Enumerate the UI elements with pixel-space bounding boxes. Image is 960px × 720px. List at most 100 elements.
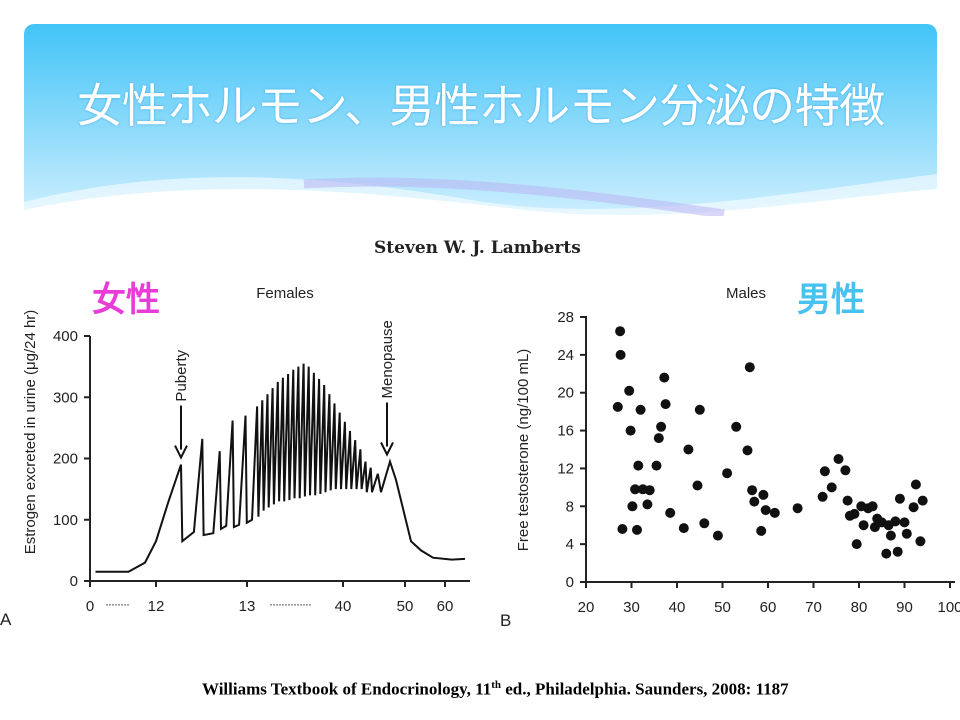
ytick-label-estrogen: 300 [53,389,78,406]
panel-label-b: B [500,611,511,630]
scatter-point [892,546,903,557]
ylabel-estrogen: Estrogen excreted in urine (μg/24 hr) [22,310,39,555]
xtick-label-estrogen: 12 [148,598,165,615]
ytick-label-testosterone: 8 [566,498,574,515]
scatter-point [659,372,670,383]
scatter-point [642,499,653,510]
ytick-label-testosterone: 12 [557,460,574,477]
panel-label-a: A [0,610,12,629]
scatter-point [769,507,780,518]
xtick-label-estrogen: 13 [239,598,256,615]
ytick-label-estrogen: 0 [70,573,78,590]
xtick-label-estrogen: 60 [437,598,454,615]
title-banner [24,24,937,216]
xtick-label-testosterone: 90 [896,599,913,616]
xtick-label-testosterone: 60 [760,599,777,616]
scatter-point [817,491,828,502]
scatter-point [756,525,767,536]
scatter-point [910,479,921,490]
xtick-label-testosterone: 70 [805,599,822,616]
scatter-point [683,444,694,455]
scatter-point [899,517,910,528]
xtick-label-testosterone: 20 [578,599,595,616]
testosterone-chart: Males Free testosterone (ng/100 mL) B 0 4… [500,285,960,630]
axis-break-dots: ········ [105,597,129,611]
scatter-point [867,501,878,512]
citation-pre: Williams Textbook of Endocrinology, 11 [202,679,492,699]
scatter-point [615,326,626,337]
annotation-arrow-head [174,445,188,460]
scatter-point [833,454,844,464]
scatter-point [660,399,671,410]
scatter-point [653,433,664,444]
scatter-point [885,530,896,541]
scatter-point [842,495,853,506]
xtick-label-estrogen: 40 [335,598,352,615]
xtick-label-testosterone: 30 [623,599,640,616]
scatter-point [744,362,755,373]
ytick-label-testosterone: 20 [557,385,574,402]
scatter-point [915,536,926,547]
scatter-point [692,480,703,491]
chart-title-females: Females [256,285,314,302]
ytick-label-testosterone: 4 [566,536,574,553]
xtick-label-testosterone: 100 [937,599,960,616]
scatter-point [633,460,644,471]
ytick-label-testosterone: 16 [557,423,574,440]
scatter-point [849,508,860,519]
author-name: Steven W. J. Lamberts [374,238,581,258]
scatter-point [635,404,646,415]
ytick-label-estrogen: 100 [53,512,78,529]
xtick-label-estrogen: 50 [397,598,414,615]
scatter-point [656,421,667,432]
scatter-point [792,503,803,514]
banner-background [24,24,937,216]
male-label: 男性 [797,280,865,320]
scatter-point [881,548,892,559]
annotation-arrow-head [380,442,394,457]
citation-post: ed., Philadelphia. Saunders, 2008: 1187 [501,679,789,699]
scatter-point [742,445,753,456]
scatter-point [699,518,710,529]
ytick-label-estrogen: 200 [53,451,78,468]
scatter-point [617,524,628,534]
ytick-label-testosterone: 0 [566,574,574,591]
ytick-label-testosterone: 28 [557,309,574,326]
scatter-point [612,401,623,412]
citation: Williams Textbook of Endocrinology, 11th… [202,679,789,700]
scatter-point [644,485,655,496]
scatter-point [747,485,758,496]
scatter-point [615,349,626,360]
scatter-point [826,482,837,493]
scatter-point [890,516,901,527]
scatter-point [630,484,641,495]
xtick-label-testosterone: 80 [851,599,868,616]
scatter-point [694,404,705,415]
citation-sup: th [491,679,502,691]
estrogen-series-line [95,363,466,573]
scatter-point [678,523,689,534]
scatter-point [651,460,662,471]
scatter-point [625,425,636,436]
xtick-label-testosterone: 40 [669,599,686,616]
scatter-point [624,385,635,396]
xtick-label-estrogen: 0 [86,598,94,615]
scatter-point [627,501,638,512]
scatter-point [851,539,862,550]
scatter-point [917,495,928,506]
axis-break-dots: ·············· [269,597,311,611]
scatter-point [712,530,723,541]
scatter-point [858,520,869,531]
chart-title-males: Males [726,285,766,302]
ytick-label-estrogen: 400 [53,328,78,345]
annotation-menopause: Menopause [379,320,396,398]
scatter-point [758,489,769,500]
scatter-point [819,466,830,477]
ylabel-testosterone: Free testosterone (ng/100 mL) [515,349,532,552]
xtick-label-testosterone: 50 [714,599,731,616]
ytick-label-testosterone: 24 [557,347,574,364]
scatter-point [760,505,771,516]
female-label: 女性 [92,280,160,320]
scatter-point [749,496,760,507]
estrogen-chart: Females Estrogen excreted in urine (μg/2… [0,285,470,629]
